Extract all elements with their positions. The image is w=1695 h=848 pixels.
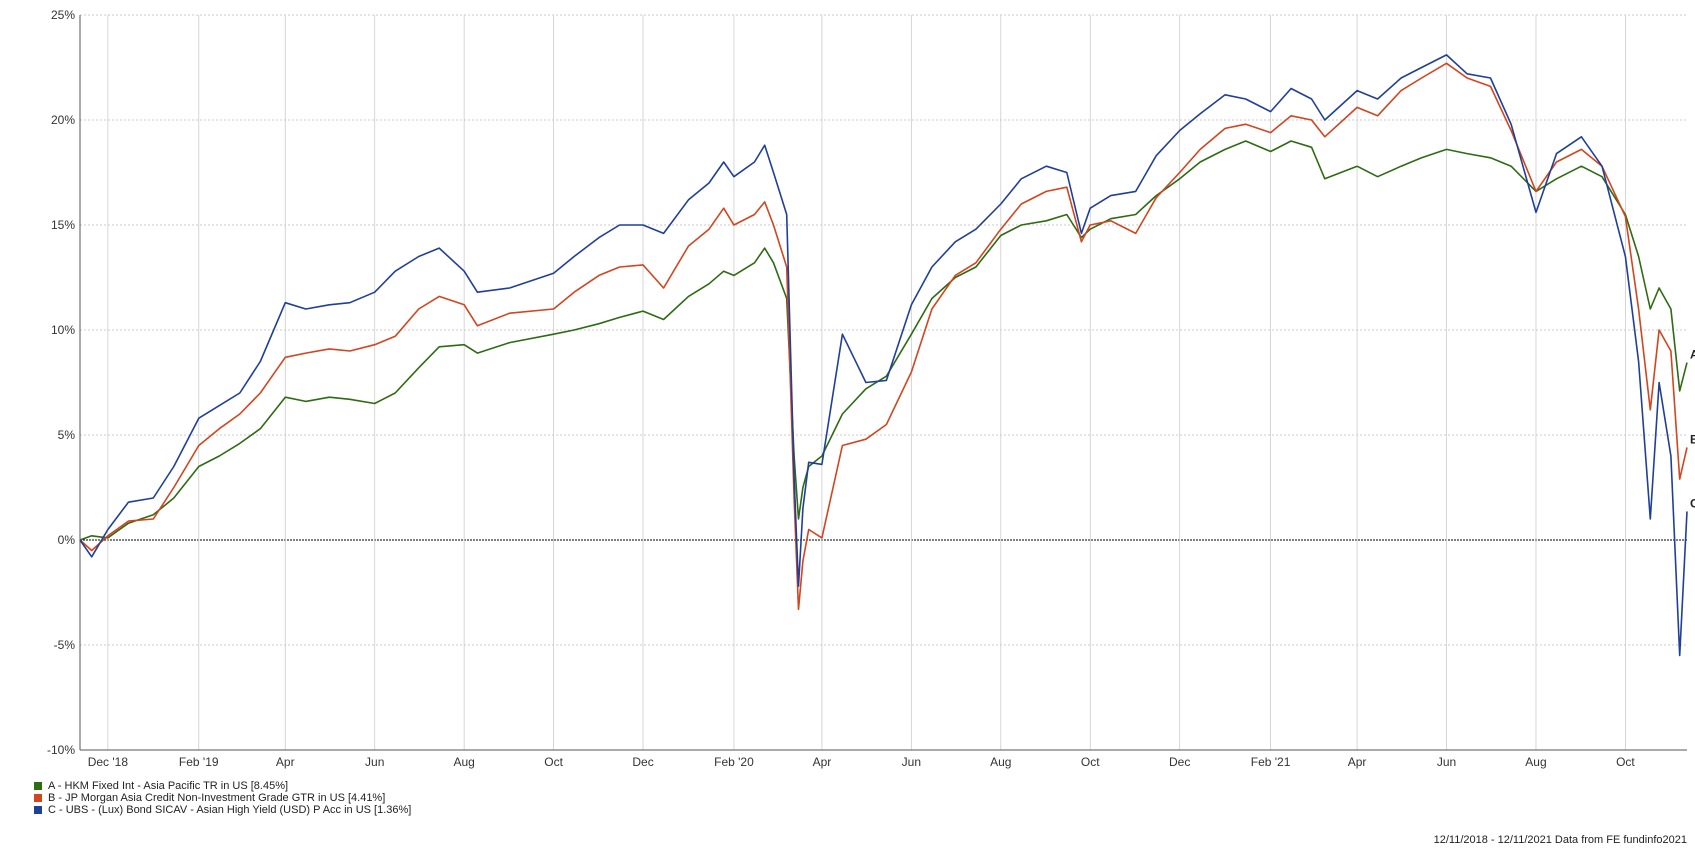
legend-label-c: C - UBS - (Lux) Bond SICAV - Asian High … [48,804,412,816]
y-tick-label: 15% [51,218,75,232]
legend-label-b: B - JP Morgan Asia Credit Non-Investment… [48,792,386,804]
footer-source: 12/11/2018 - 12/11/2021 Data from FE fun… [1433,834,1687,846]
x-tick-label: Aug [1525,755,1546,769]
x-tick-label: Jun [902,755,921,769]
chart: 25% 20% 15% 10% 5% 0% -5% -10% Dec '18 Feb '19 Apr… [47,8,1695,769]
x-tick-label: Feb '19 [179,755,219,769]
x-tick-label: Jun [1437,755,1456,769]
series-end-label-c: C [1690,496,1695,510]
y-tick-label: -5% [54,638,76,652]
x-tick-label: Dec '18 [88,755,129,769]
series-end-label-b: B [1690,432,1695,446]
x-tick-label: Apr [813,755,832,769]
series-lines [79,54,1688,657]
legend-item-a: A - HKM Fixed Int - Asia Pacific TR in U… [34,780,411,792]
x-tick-label: Feb '21 [1251,755,1291,769]
legend-swatch-c [34,806,42,814]
axes: 25% 20% 15% 10% 5% 0% -5% -10% Dec '18 Feb '19 Apr… [47,8,1687,769]
series-line-b [79,62,1688,611]
legend-swatch-b [34,794,42,802]
series-line-c [79,54,1688,657]
x-tick-label: Oct [1616,755,1635,769]
y-tick-label: 20% [51,113,75,127]
series-line-a [79,140,1688,541]
x-tick-label: Aug [990,755,1011,769]
x-tick-label: Oct [1081,755,1100,769]
grid [80,14,1687,751]
x-tick-label: Jun [365,755,384,769]
end-labels: A B C [1690,348,1695,511]
legend-item-c: C - UBS - (Lux) Bond SICAV - Asian High … [34,804,411,816]
y-tick-label: 5% [58,428,76,442]
series-end-label-a: A [1690,348,1695,362]
x-tick-label: Feb '20 [714,755,754,769]
x-tick-label: Dec [1169,755,1190,769]
y-tick-label: 0% [58,533,76,547]
legend-label-a: A - HKM Fixed Int - Asia Pacific TR in U… [48,780,289,792]
x-tick-label: Aug [453,755,474,769]
x-tick-label: Oct [544,755,563,769]
x-tick-label: Apr [276,755,295,769]
plot-area [80,15,1687,750]
legend-swatch-a [34,782,42,790]
y-tick-label: 25% [51,8,75,22]
legend-item-b: B - JP Morgan Asia Credit Non-Investment… [34,792,411,804]
y-tick-label: -10% [47,743,75,757]
x-tick-label: Apr [1348,755,1367,769]
legend: A - HKM Fixed Int - Asia Pacific TR in U… [34,780,411,816]
x-tick-label: Dec [632,755,653,769]
y-tick-label: 10% [51,323,75,337]
